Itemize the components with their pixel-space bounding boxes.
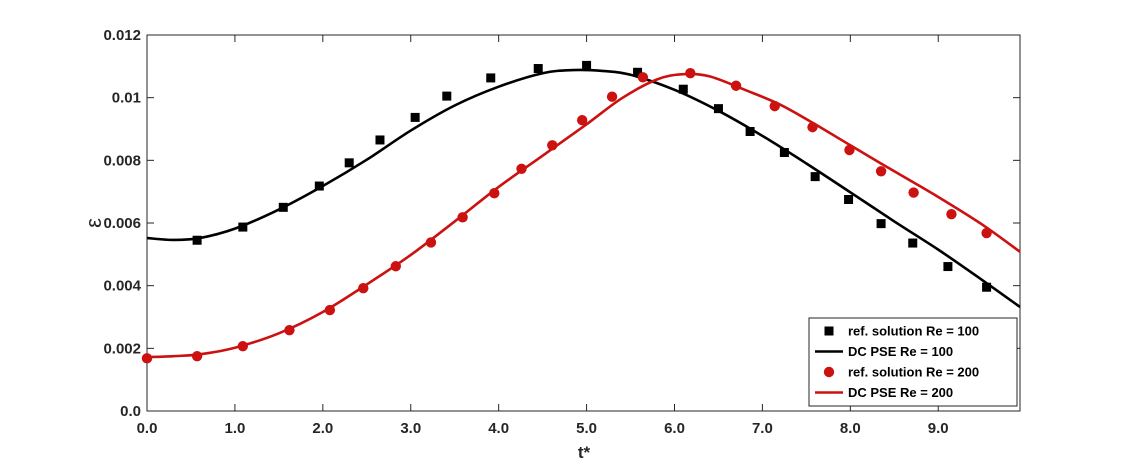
x-axis-label: t* [578, 443, 591, 462]
data-point-square [314, 181, 324, 191]
data-point-square [375, 135, 385, 145]
legend: ref. solution Re = 100 DC PSE Re = 100 ref… [808, 317, 1018, 407]
y-tick-label: 0.01 [112, 90, 141, 107]
data-point-circle [875, 166, 887, 177]
data-point-circle [141, 353, 153, 364]
data-point-square [633, 67, 643, 77]
data-point-circle [769, 100, 780, 112]
y-tick-label: 0.008 [103, 152, 141, 169]
x-tick-label: 9.0 [928, 420, 949, 437]
data-point-circle [358, 282, 369, 294]
legend-box [808, 317, 1018, 407]
legend-entry-label: DC PSE Re = 200 [848, 385, 953, 400]
data-point-circle [547, 140, 558, 151]
data-point-circle [981, 227, 992, 239]
data-point-circle [685, 68, 696, 79]
data-point-circle [284, 324, 295, 336]
data-point-square [442, 91, 452, 101]
legend-circle-swatch [823, 366, 835, 378]
data-point-circle [457, 212, 468, 223]
data-point-circle [637, 72, 649, 83]
data-point-circle [390, 261, 402, 272]
data-point-circle [191, 350, 203, 362]
data-point-square [344, 158, 354, 168]
data-point-circle [807, 121, 818, 133]
x-tick-label: 1.0 [224, 420, 245, 437]
data-point-square [844, 195, 854, 204]
data-point-square [943, 262, 953, 272]
x-tick-label: 8.0 [840, 420, 861, 437]
ticks: 0.0 1.0 2.0 3.0 4.0 5.0 6.0 7.0 8.0 9.0 0.0 0.002 0.… [103, 27, 1020, 437]
data-point-square [810, 172, 820, 182]
x-tick-label: 7.0 [752, 420, 773, 437]
data-point-circle [237, 340, 249, 352]
data-point-square [410, 112, 420, 122]
data-point-circle [516, 163, 527, 174]
data-point-circle [489, 188, 500, 199]
series-line-1 [146, 68, 1021, 309]
data-point-circle [606, 91, 618, 102]
x-tick-label: 4.0 [488, 420, 509, 437]
data-point-circle [844, 144, 855, 156]
legend-entry-label: ref. solution Re = 100 [848, 324, 979, 339]
data-point-circle [576, 115, 588, 126]
y-tick-label: 0.004 [103, 278, 141, 295]
data-point-square [486, 73, 496, 83]
legend-entry-label: ref. solution Re = 200 [848, 365, 979, 380]
data-point-square [582, 60, 592, 70]
data-point-circle [324, 304, 336, 316]
data-point-circle [425, 237, 437, 248]
x-tick-label: 6.0 [664, 420, 685, 437]
data-point-square [278, 202, 288, 212]
x-tick-label: 3.0 [400, 420, 421, 437]
y-axis-label: ε [81, 218, 106, 228]
data-point-square [779, 148, 789, 157]
data-point-square [192, 235, 202, 245]
y-tick-label: 0.002 [103, 340, 141, 357]
x-tick-label: 5.0 [576, 420, 597, 437]
plot-content [141, 60, 1021, 364]
y-tick-label: 0.012 [103, 27, 141, 44]
y-tick-label: 0.0 [120, 403, 141, 420]
y-tick-label: 0.006 [103, 215, 141, 232]
data-point-square [238, 222, 248, 232]
x-tick-label: 2.0 [312, 420, 333, 437]
data-point-square [745, 127, 755, 137]
data-point-square [713, 104, 723, 114]
data-point-square [908, 238, 918, 248]
data-point-square [533, 64, 543, 74]
data-point-square [876, 219, 886, 229]
data-point-square [982, 282, 992, 292]
x-tick-label: 0.0 [137, 420, 158, 437]
data-point-square [678, 84, 688, 94]
legend-square-swatch [824, 326, 834, 336]
legend-entry-label: DC PSE Re = 100 [848, 344, 953, 359]
data-point-circle [908, 187, 919, 198]
data-point-circle [730, 80, 742, 91]
data-point-circle [946, 209, 957, 220]
